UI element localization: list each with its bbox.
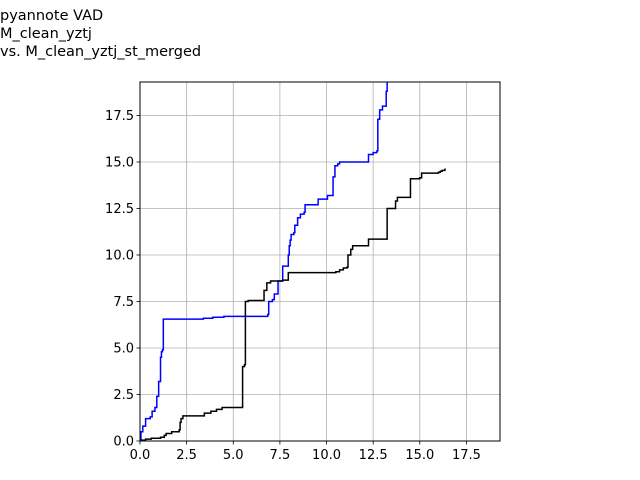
y-tick-label: 0.0 bbox=[113, 435, 134, 450]
x-tick-label: 0.0 bbox=[130, 448, 151, 463]
series-layer bbox=[140, 82, 446, 441]
chart-title: pyannote VAD M_clean_yztj vs. M_clean_yz… bbox=[0, 7, 201, 61]
chart-title-line: vs. M_clean_yztj_st_merged bbox=[0, 44, 202, 60]
tick-layer: 0.0 2.5 5.0 7.5 10.0 12.5 15.0 17.5 0.0 2.5 5.0 7.5… bbox=[105, 109, 481, 463]
x-tick-label: 2.5 bbox=[176, 448, 197, 463]
x-tick-label: 5.0 bbox=[223, 448, 244, 463]
y-tick-label: 5.0 bbox=[113, 341, 134, 356]
y-tick-label: 10.0 bbox=[105, 248, 134, 263]
y-tick-label: 2.5 bbox=[113, 388, 134, 403]
x-tick-label: 17.5 bbox=[452, 448, 481, 463]
x-tick-label: 10.0 bbox=[312, 448, 341, 463]
y-tick-label: 17.5 bbox=[105, 109, 134, 124]
y-tick-label: 12.5 bbox=[105, 202, 134, 217]
axes-frame bbox=[139, 81, 501, 442]
chart-title-line: pyannote VAD bbox=[0, 8, 104, 24]
grid-layer bbox=[139, 82, 500, 442]
y-tick-label: 15.0 bbox=[105, 155, 134, 170]
chart-title-line: M_clean_yztj bbox=[0, 26, 92, 42]
y-tick-label: 7.5 bbox=[113, 295, 134, 310]
series-line bbox=[140, 168, 446, 441]
series-line bbox=[140, 82, 388, 441]
x-tick-label: 15.0 bbox=[405, 448, 434, 463]
x-tick-label: 12.5 bbox=[359, 448, 388, 463]
x-tick-label: 7.5 bbox=[270, 448, 291, 463]
